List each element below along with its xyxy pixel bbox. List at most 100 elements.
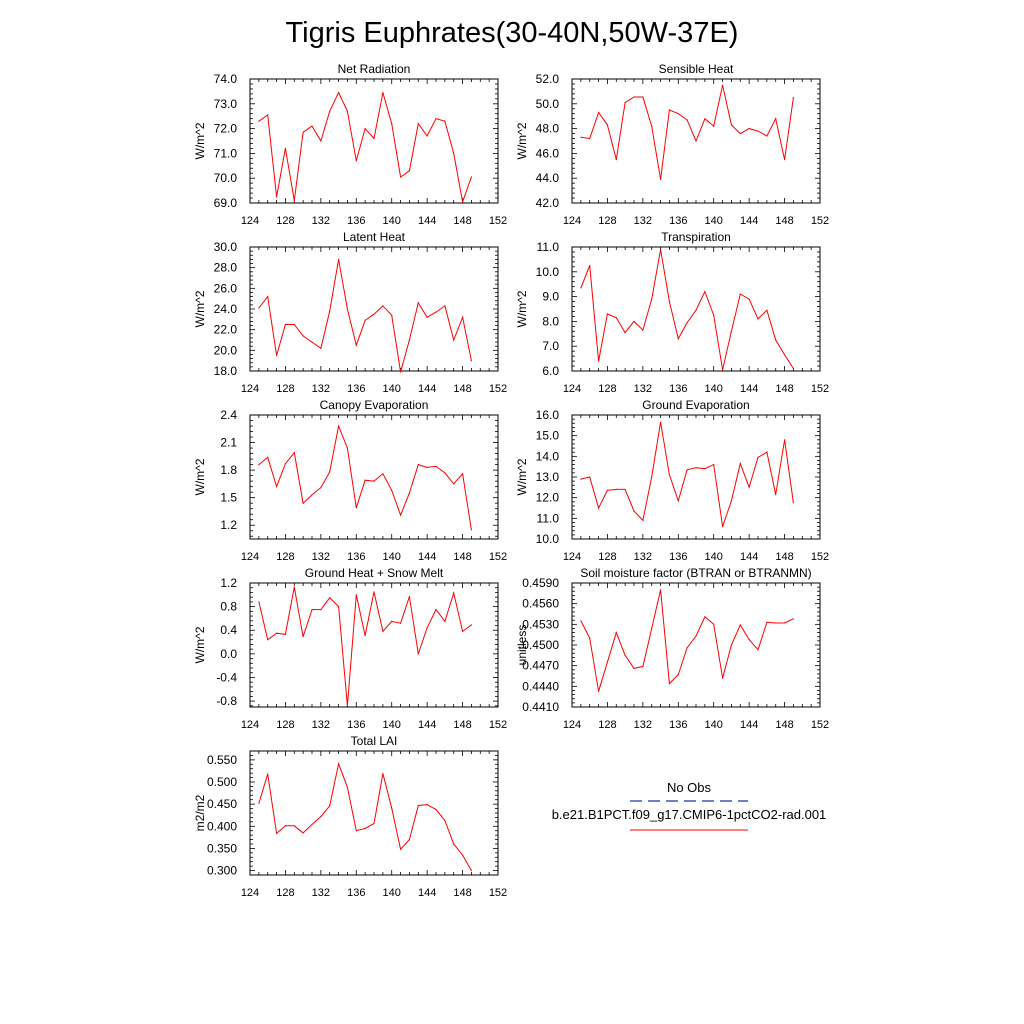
series-line [258, 91, 472, 204]
data-point [633, 667, 635, 670]
y-tick-label: 69.0 [214, 196, 238, 210]
data-point [444, 120, 446, 122]
data-point [589, 137, 591, 140]
data-point [293, 323, 295, 326]
data-point [276, 354, 278, 357]
data-point [382, 773, 384, 775]
data-point [311, 341, 313, 343]
data-point [642, 96, 644, 98]
x-tick-label: 144 [418, 383, 436, 395]
data-point [329, 310, 331, 312]
data-point [364, 479, 366, 481]
x-tick-label: 148 [453, 383, 471, 395]
y-tick-label: 42.0 [536, 196, 560, 210]
data-point [722, 526, 724, 528]
x-tick-label: 144 [418, 215, 436, 227]
data-point [320, 609, 322, 611]
x-tick-label: 152 [489, 551, 507, 563]
data-point [364, 635, 366, 637]
data-point [624, 488, 626, 490]
data-point [426, 316, 428, 318]
data-point [435, 118, 437, 120]
data-point [713, 125, 715, 127]
x-tick-label: 144 [418, 719, 436, 731]
data-point [775, 494, 777, 496]
data-point [748, 128, 750, 130]
x-tick-label: 152 [811, 719, 829, 731]
data-point [444, 620, 446, 623]
y-tick-label: 20.0 [214, 343, 238, 357]
data-point [668, 474, 671, 476]
x-tick-label: 132 [634, 551, 652, 563]
x-tick-label: 140 [383, 719, 401, 731]
data-point [766, 621, 768, 623]
panels-group: Net Radiation 124 128 132 136 140 144 148 152 69.… [193, 62, 829, 899]
data-point [444, 305, 446, 307]
y-axis-label: W/m^2 [515, 290, 529, 327]
data-point [373, 137, 375, 140]
x-tick-label: 124 [563, 551, 581, 563]
x-tick-label: 132 [634, 215, 652, 227]
data-point [329, 597, 331, 599]
data-point [784, 622, 786, 624]
data-point [470, 870, 472, 872]
chart-title: Canopy Evaporation [320, 398, 429, 412]
x-tick-label: 128 [276, 887, 294, 899]
y-tick-label: 0.4470 [522, 659, 559, 673]
x-tick-label: 124 [563, 719, 581, 731]
y-tick-label: 8.0 [542, 314, 559, 328]
chart-title: Net Radiation [338, 62, 411, 76]
y-tick-label: 0.0 [220, 647, 237, 661]
y-tick-label: 30.0 [214, 240, 238, 254]
data-point [417, 302, 419, 304]
data-point [258, 601, 260, 603]
data-point [391, 807, 393, 809]
x-tick-label: 148 [775, 215, 793, 227]
data-point [293, 199, 295, 202]
data-point [580, 136, 582, 138]
data-point [444, 472, 446, 474]
data-point [364, 827, 366, 830]
data-point [730, 124, 733, 126]
data-point [293, 452, 295, 454]
series-line [580, 422, 794, 527]
data-point [606, 313, 609, 315]
x-tick-label: 148 [775, 551, 793, 563]
data-point [284, 633, 286, 636]
chart-panel: Sensible Heat 124 128 132 136 140 144 148 152 42.… [515, 62, 829, 227]
data-point [311, 125, 313, 127]
x-tick-label: 152 [489, 383, 507, 395]
y-tick-label: 0.8 [220, 600, 237, 614]
data-point [633, 320, 635, 322]
data-point [775, 118, 777, 120]
y-tick-label: 14.0 [536, 449, 560, 463]
y-axis-label: W/m^2 [515, 122, 529, 159]
chart-panel: Latent Heat 124 128 132 136 140 144 148 152 18.0 2… [193, 230, 507, 395]
data-point [426, 627, 428, 629]
x-tick-label: 152 [489, 215, 507, 227]
data-point [792, 97, 795, 99]
data-point [651, 627, 653, 630]
data-point [598, 507, 600, 509]
x-tick-label: 128 [276, 551, 294, 563]
data-point [391, 620, 393, 623]
data-point [276, 196, 278, 198]
y-tick-label: 74.0 [214, 72, 238, 86]
data-point [338, 258, 340, 260]
data-point [668, 109, 671, 111]
x-tick-label: 124 [563, 215, 581, 227]
series-line [258, 762, 472, 871]
data-point [417, 464, 419, 466]
chart-panel: Total LAI 124 128 132 136 140 144 148 152 0.300 0.… [193, 734, 507, 899]
x-tick-label: 132 [312, 887, 330, 899]
x-tick-label: 140 [383, 215, 401, 227]
data-point [470, 624, 472, 626]
data-point [435, 609, 437, 611]
data-point [320, 347, 322, 349]
x-tick-label: 148 [453, 719, 471, 731]
data-point [373, 591, 375, 593]
data-point [598, 690, 600, 692]
y-tick-label: 18.0 [214, 364, 238, 378]
data-point [462, 201, 464, 203]
